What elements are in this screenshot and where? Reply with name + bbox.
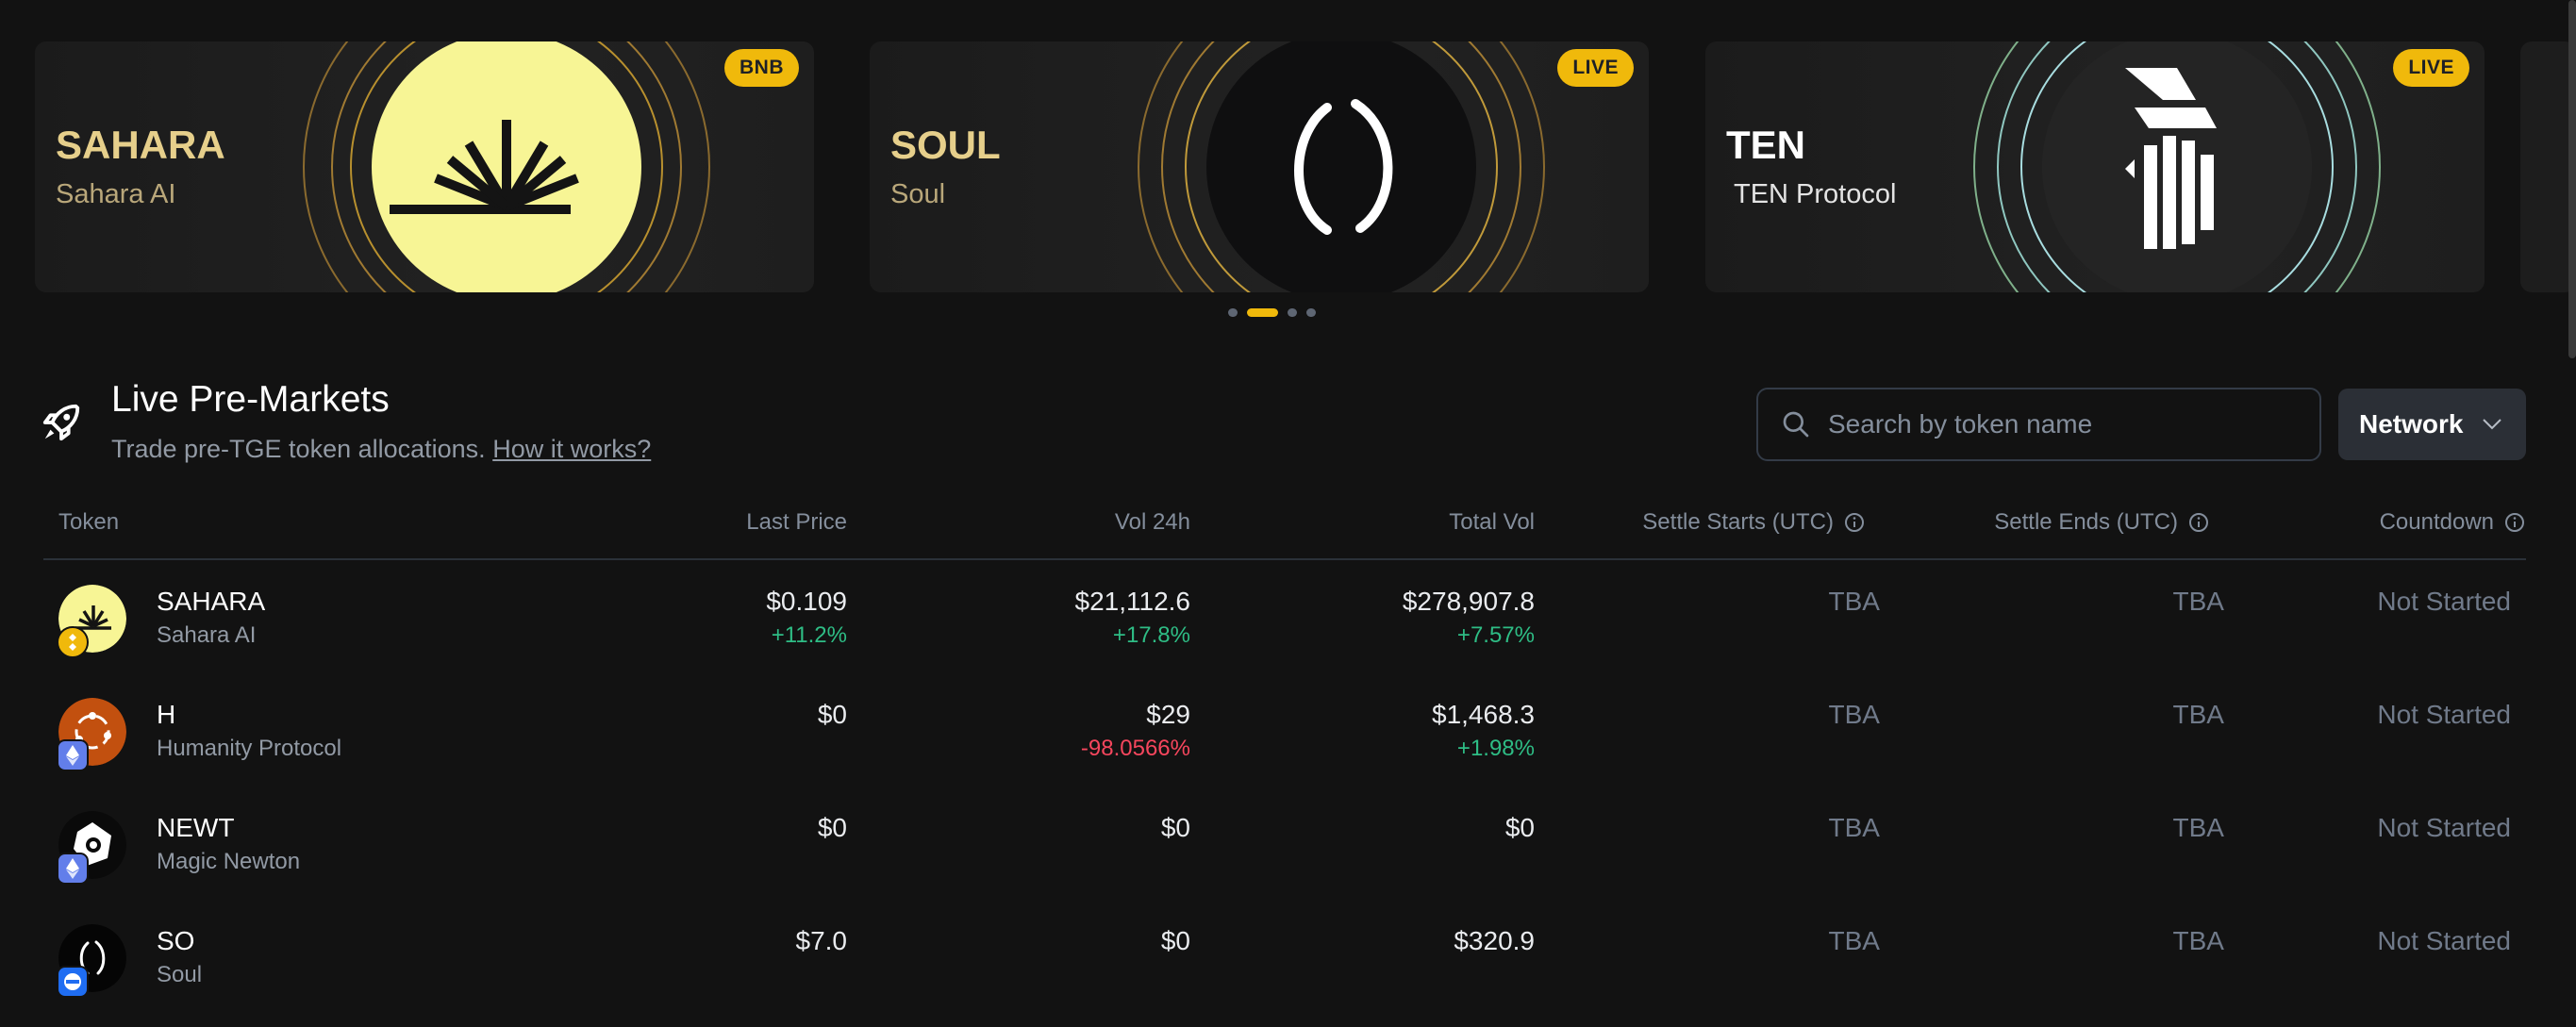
countdown: Not Started [2377, 926, 2511, 955]
total-vol: $320.9 [1454, 926, 1535, 955]
banner-name: TEN Protocol [1734, 179, 1897, 209]
col-last-price[interactable]: Last Price [746, 509, 847, 535]
banner-sahara[interactable]: SAHARA Sahara AI BNB [35, 41, 814, 292]
table-header: Token Last Price Vol 24h Total Vol Settl… [43, 509, 2526, 560]
vol-24h-change: +17.8% [1112, 622, 1190, 648]
token-symbol: SAHARA [157, 587, 266, 616]
total-vol-change: +7.57% [1456, 622, 1535, 648]
chain-tag: BNB [724, 49, 799, 87]
total-vol: $1,468.3 [1432, 700, 1535, 729]
banner-name: Soul [890, 179, 946, 209]
vol-24h: $29 [1146, 700, 1190, 729]
last-price: $0.109 [766, 587, 847, 616]
search-input[interactable] [1828, 389, 2319, 459]
carousel-dot[interactable] [1306, 308, 1316, 317]
ethereum-chain-icon [57, 739, 89, 771]
search-box [1756, 388, 2321, 461]
banner-symbol: TEN [1726, 123, 1805, 167]
info-icon[interactable] [2187, 511, 2210, 534]
col-settle-starts: Settle Starts (UTC) [1642, 509, 1866, 536]
vol-24h: $0 [1160, 926, 1190, 955]
carousel-dot[interactable] [1288, 308, 1297, 317]
token-name: Magic Newton [157, 849, 301, 874]
banner-symbol: SOUL [890, 123, 1001, 167]
page-title: Live Pre-Markets [111, 379, 390, 420]
rocket-icon [42, 404, 80, 441]
table-row[interactable]: SO Soul $7.0 $0 $320.9 TBA TBA Not Start… [43, 905, 2526, 1019]
status-tag: LIVE [1557, 49, 1634, 87]
chevron-down-icon [2483, 419, 2502, 430]
sahara-logo-art [303, 41, 710, 292]
soul-chain-icon [57, 966, 89, 998]
ten-logo-art [1973, 41, 2381, 292]
page-subtitle: Trade pre-TGE token allocations. How it … [111, 435, 651, 464]
how-it-works-link[interactable]: How it works? [492, 435, 652, 463]
countdown: Not Started [2377, 587, 2511, 616]
last-price: $7.0 [795, 926, 848, 955]
col-total-vol[interactable]: Total Vol [1449, 509, 1535, 535]
settle-ends: TBA [2172, 926, 2224, 955]
table-row[interactable]: SAHARA Sahara AI $0.109 +11.2% $21,112.6… [43, 566, 2526, 679]
settle-starts: TBA [1828, 587, 1880, 616]
ethereum-chain-icon [57, 853, 89, 885]
col-countdown: Countdown [2380, 509, 2526, 536]
info-icon[interactable] [2503, 511, 2526, 534]
total-vol: $0 [1504, 813, 1535, 842]
token-symbol: H [157, 700, 176, 729]
token-name: Humanity Protocol [157, 736, 342, 761]
vol-24h: $0 [1160, 813, 1190, 842]
settle-ends: TBA [2172, 813, 2224, 842]
banner-name: Sahara AI [56, 179, 176, 209]
banner-soul[interactable]: SOUL Soul LIVE [870, 41, 1649, 292]
settle-ends: TBA [2172, 700, 2224, 729]
settle-starts: TBA [1828, 700, 1880, 729]
table-row[interactable]: H Humanity Protocol $0 $29 -98.0566% $1,… [43, 679, 2526, 792]
carousel-pagination [1228, 308, 1316, 317]
network-dropdown[interactable]: Network [2338, 389, 2526, 460]
status-tag: LIVE [2393, 49, 2469, 87]
col-token: Token [58, 509, 120, 535]
total-vol: $278,907.8 [1402, 587, 1535, 616]
vol-24h: $21,112.6 [1074, 587, 1191, 616]
bnb-chain-icon [57, 626, 89, 658]
search-icon [1783, 411, 1809, 438]
last-price: $0 [817, 813, 847, 842]
subtitle-text: Trade pre-TGE token allocations. [111, 435, 486, 463]
token-symbol: NEWT [157, 813, 235, 842]
settle-starts: TBA [1828, 813, 1880, 842]
token-name: Soul [157, 962, 203, 987]
banner-ten[interactable]: TEN TEN Protocol LIVE [1705, 41, 2485, 292]
col-vol-24h[interactable]: Vol 24h [1114, 509, 1190, 535]
table-row[interactable]: NEWT Magic Newton $0 $0 $0 TBA TBA Not S… [43, 792, 2526, 905]
col-settle-ends: Settle Ends (UTC) [1994, 509, 2210, 536]
last-price-change: +11.2% [771, 622, 847, 648]
page-scrollbar[interactable] [2568, 0, 2576, 358]
total-vol-change: +1.98% [1456, 736, 1535, 761]
info-icon[interactable] [1843, 511, 1866, 534]
banner-next-peek[interactable] [2520, 41, 2576, 292]
network-label: Network [2359, 409, 2464, 439]
soul-logo-art [1138, 41, 1545, 292]
vol-24h-change: -98.0566% [1080, 736, 1190, 761]
settle-starts: TBA [1828, 926, 1880, 955]
banner-symbol: SAHARA [56, 123, 225, 167]
carousel-dot-active[interactable] [1247, 308, 1278, 317]
carousel-dot[interactable] [1228, 308, 1238, 317]
token-symbol: SO [157, 926, 195, 955]
last-price: $0 [817, 700, 847, 729]
settle-ends: TBA [2172, 587, 2224, 616]
countdown: Not Started [2377, 700, 2511, 729]
token-name: Sahara AI [157, 622, 257, 648]
countdown: Not Started [2377, 813, 2511, 842]
